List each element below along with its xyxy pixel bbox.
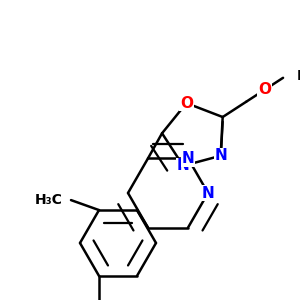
Text: H₃C: H₃C	[297, 69, 300, 83]
Text: N: N	[202, 185, 214, 200]
Text: N: N	[214, 148, 227, 163]
Text: O: O	[180, 96, 193, 111]
Text: H₃C: H₃C	[35, 193, 63, 207]
Text: N: N	[182, 151, 194, 166]
Text: N: N	[177, 158, 190, 173]
Text: O: O	[258, 82, 271, 97]
